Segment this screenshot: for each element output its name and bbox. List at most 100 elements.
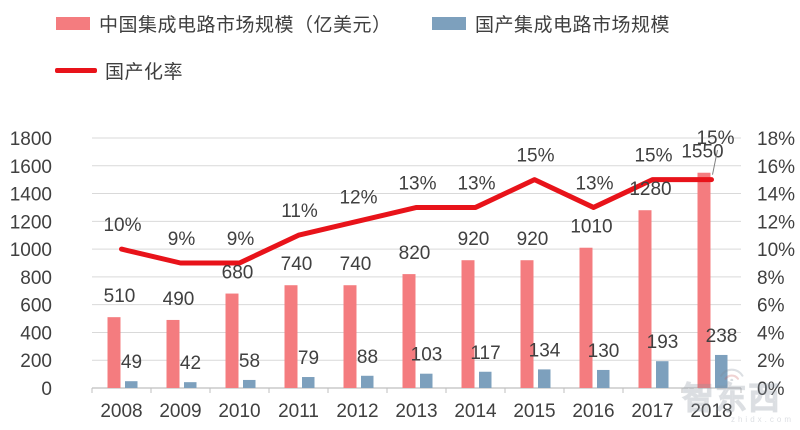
label-china-2016: 1010 [570, 217, 612, 238]
bar-china-2016 [579, 247, 593, 388]
x-axis-category-label: 2011 [278, 401, 319, 422]
bar-china-2015 [520, 260, 534, 388]
label-rate-2011: 11% [281, 201, 318, 222]
bar-china-2018 [697, 172, 711, 388]
legend-swatch-domestic-market [432, 17, 466, 30]
label-china-2013: 820 [399, 243, 431, 264]
label-china-2009: 490 [163, 289, 195, 310]
bar-china-2009 [166, 319, 180, 388]
label-rate-2014: 13% [457, 173, 495, 194]
legend-item-localization-rate: 国产化率 [55, 57, 183, 84]
bar-domestic-2011 [302, 377, 315, 388]
rate-label-leader-line [712, 149, 718, 175]
y-axis-right-tick-label: 14% [757, 185, 795, 206]
x-axis-category-label: 2009 [159, 401, 201, 422]
y-axis-left-tick-label: 800 [20, 268, 52, 289]
bar-china-2012 [343, 285, 357, 388]
y-axis-right-tick-label: 10% [757, 240, 795, 261]
y-axis-left-tick-label: 1600 [10, 157, 52, 178]
y-axis-left-tick-label: 600 [20, 296, 52, 317]
label-rate-2017: 15% [634, 146, 672, 167]
bar-domestic-2014 [479, 371, 492, 388]
label-china-2014: 920 [458, 229, 490, 250]
bar-domestic-2015 [538, 369, 551, 388]
y-axis-right-tick-label: 18% [757, 129, 795, 150]
y-axis-left-tick-label: 1200 [10, 212, 52, 233]
label-domestic-2011: 79 [298, 348, 319, 369]
y-axis-left-tick-label: 1800 [10, 129, 52, 150]
label-rate-2015: 15% [516, 146, 554, 167]
legend-item-domestic-market: 国产集成电路市场规模 [432, 10, 670, 37]
label-rate-2010: 9% [227, 229, 255, 250]
label-domestic-2009: 42 [180, 353, 201, 374]
legend-swatch-china-market [56, 17, 90, 30]
bar-domestic-2017 [656, 361, 669, 388]
y-axis-left-tick-label: 1400 [10, 185, 52, 206]
bar-domestic-2010 [243, 379, 256, 388]
legend-label-domestic-market: 国产集成电路市场规模 [475, 15, 671, 36]
label-china-2012: 740 [340, 254, 372, 275]
label-rate-2008: 10% [103, 215, 141, 236]
legend-swatch-localization-rate [55, 68, 97, 73]
y-axis-left-tick-label: 1000 [10, 240, 52, 261]
label-rate-2009: 9% [168, 229, 196, 250]
x-axis-category-label: 2018 [690, 401, 732, 422]
label-domestic-2018: 238 [706, 326, 738, 347]
y-axis-right-tick-label: 6% [757, 296, 785, 317]
label-domestic-2010: 58 [239, 351, 260, 372]
legend-label-localization-rate: 国产化率 [105, 62, 184, 83]
bar-china-2017 [638, 210, 652, 388]
x-axis-category-label: 2015 [513, 401, 555, 422]
y-axis-left-tick-label: 200 [20, 351, 52, 372]
y-axis-left-tick-label: 400 [20, 323, 52, 344]
label-domestic-2012: 88 [357, 347, 378, 368]
label-domestic-2017: 193 [647, 332, 679, 353]
bar-china-2014 [461, 260, 475, 388]
label-domestic-2014: 117 [470, 343, 500, 364]
x-axis-category-label: 2008 [100, 401, 142, 422]
y-axis-right-tick-label: 8% [757, 268, 785, 289]
x-axis-category-label: 2010 [218, 401, 260, 422]
label-rate-2012: 12% [339, 187, 377, 208]
label-china-2018: 1550 [681, 142, 723, 163]
y-axis-right-tick-label: 16% [757, 157, 795, 178]
label-china-2008: 510 [104, 286, 136, 307]
label-domestic-2008: 49 [121, 352, 142, 373]
label-rate-2013: 13% [398, 173, 436, 194]
label-rate-2016: 13% [575, 173, 613, 194]
bar-domestic-2013 [420, 373, 433, 388]
y-axis-left-tick-label: 0 [41, 379, 52, 400]
label-domestic-2013: 103 [411, 345, 443, 366]
bar-domestic-2018 [715, 354, 728, 388]
label-rate-2018: 15% [696, 128, 734, 149]
x-axis-category-label: 2017 [631, 401, 673, 422]
x-axis-category-label: 2012 [336, 401, 378, 422]
label-china-2017: 1280 [629, 179, 671, 200]
bar-china-2013 [402, 274, 416, 388]
bar-china-2008 [107, 317, 121, 388]
bar-china-2010 [225, 293, 239, 388]
label-china-2011: 740 [281, 254, 313, 275]
legend-item-china-market: 中国集成电路市场规模（亿美元） [56, 10, 392, 37]
legend: 中国集成电路市场规模（亿美元） 国产集成电路市场规模 国产化率 [0, 0, 800, 95]
y-axis-right-tick-label: 2% [757, 351, 785, 372]
label-domestic-2015: 134 [529, 340, 561, 361]
x-axis-category-label: 2016 [572, 401, 614, 422]
label-domestic-2016: 130 [588, 341, 620, 362]
y-axis-right-tick-label: 4% [757, 323, 785, 344]
bar-domestic-2009 [184, 382, 197, 388]
label-china-2015: 920 [517, 229, 549, 250]
legend-label-china-market: 中国集成电路市场规模（亿美元） [99, 15, 392, 36]
x-axis-category-label: 2014 [454, 401, 497, 422]
localization-rate-line [119, 177, 714, 266]
y-axis-right-tick-label: 12% [757, 212, 795, 233]
bar-china-2011 [284, 285, 298, 388]
bar-domestic-2012 [361, 375, 374, 388]
label-china-2010: 680 [222, 263, 254, 284]
y-axis-right-tick-label: 0% [757, 379, 785, 400]
bar-domestic-2016 [597, 369, 610, 388]
bar-domestic-2008 [125, 381, 138, 388]
x-axis-category-label: 2013 [395, 401, 437, 422]
